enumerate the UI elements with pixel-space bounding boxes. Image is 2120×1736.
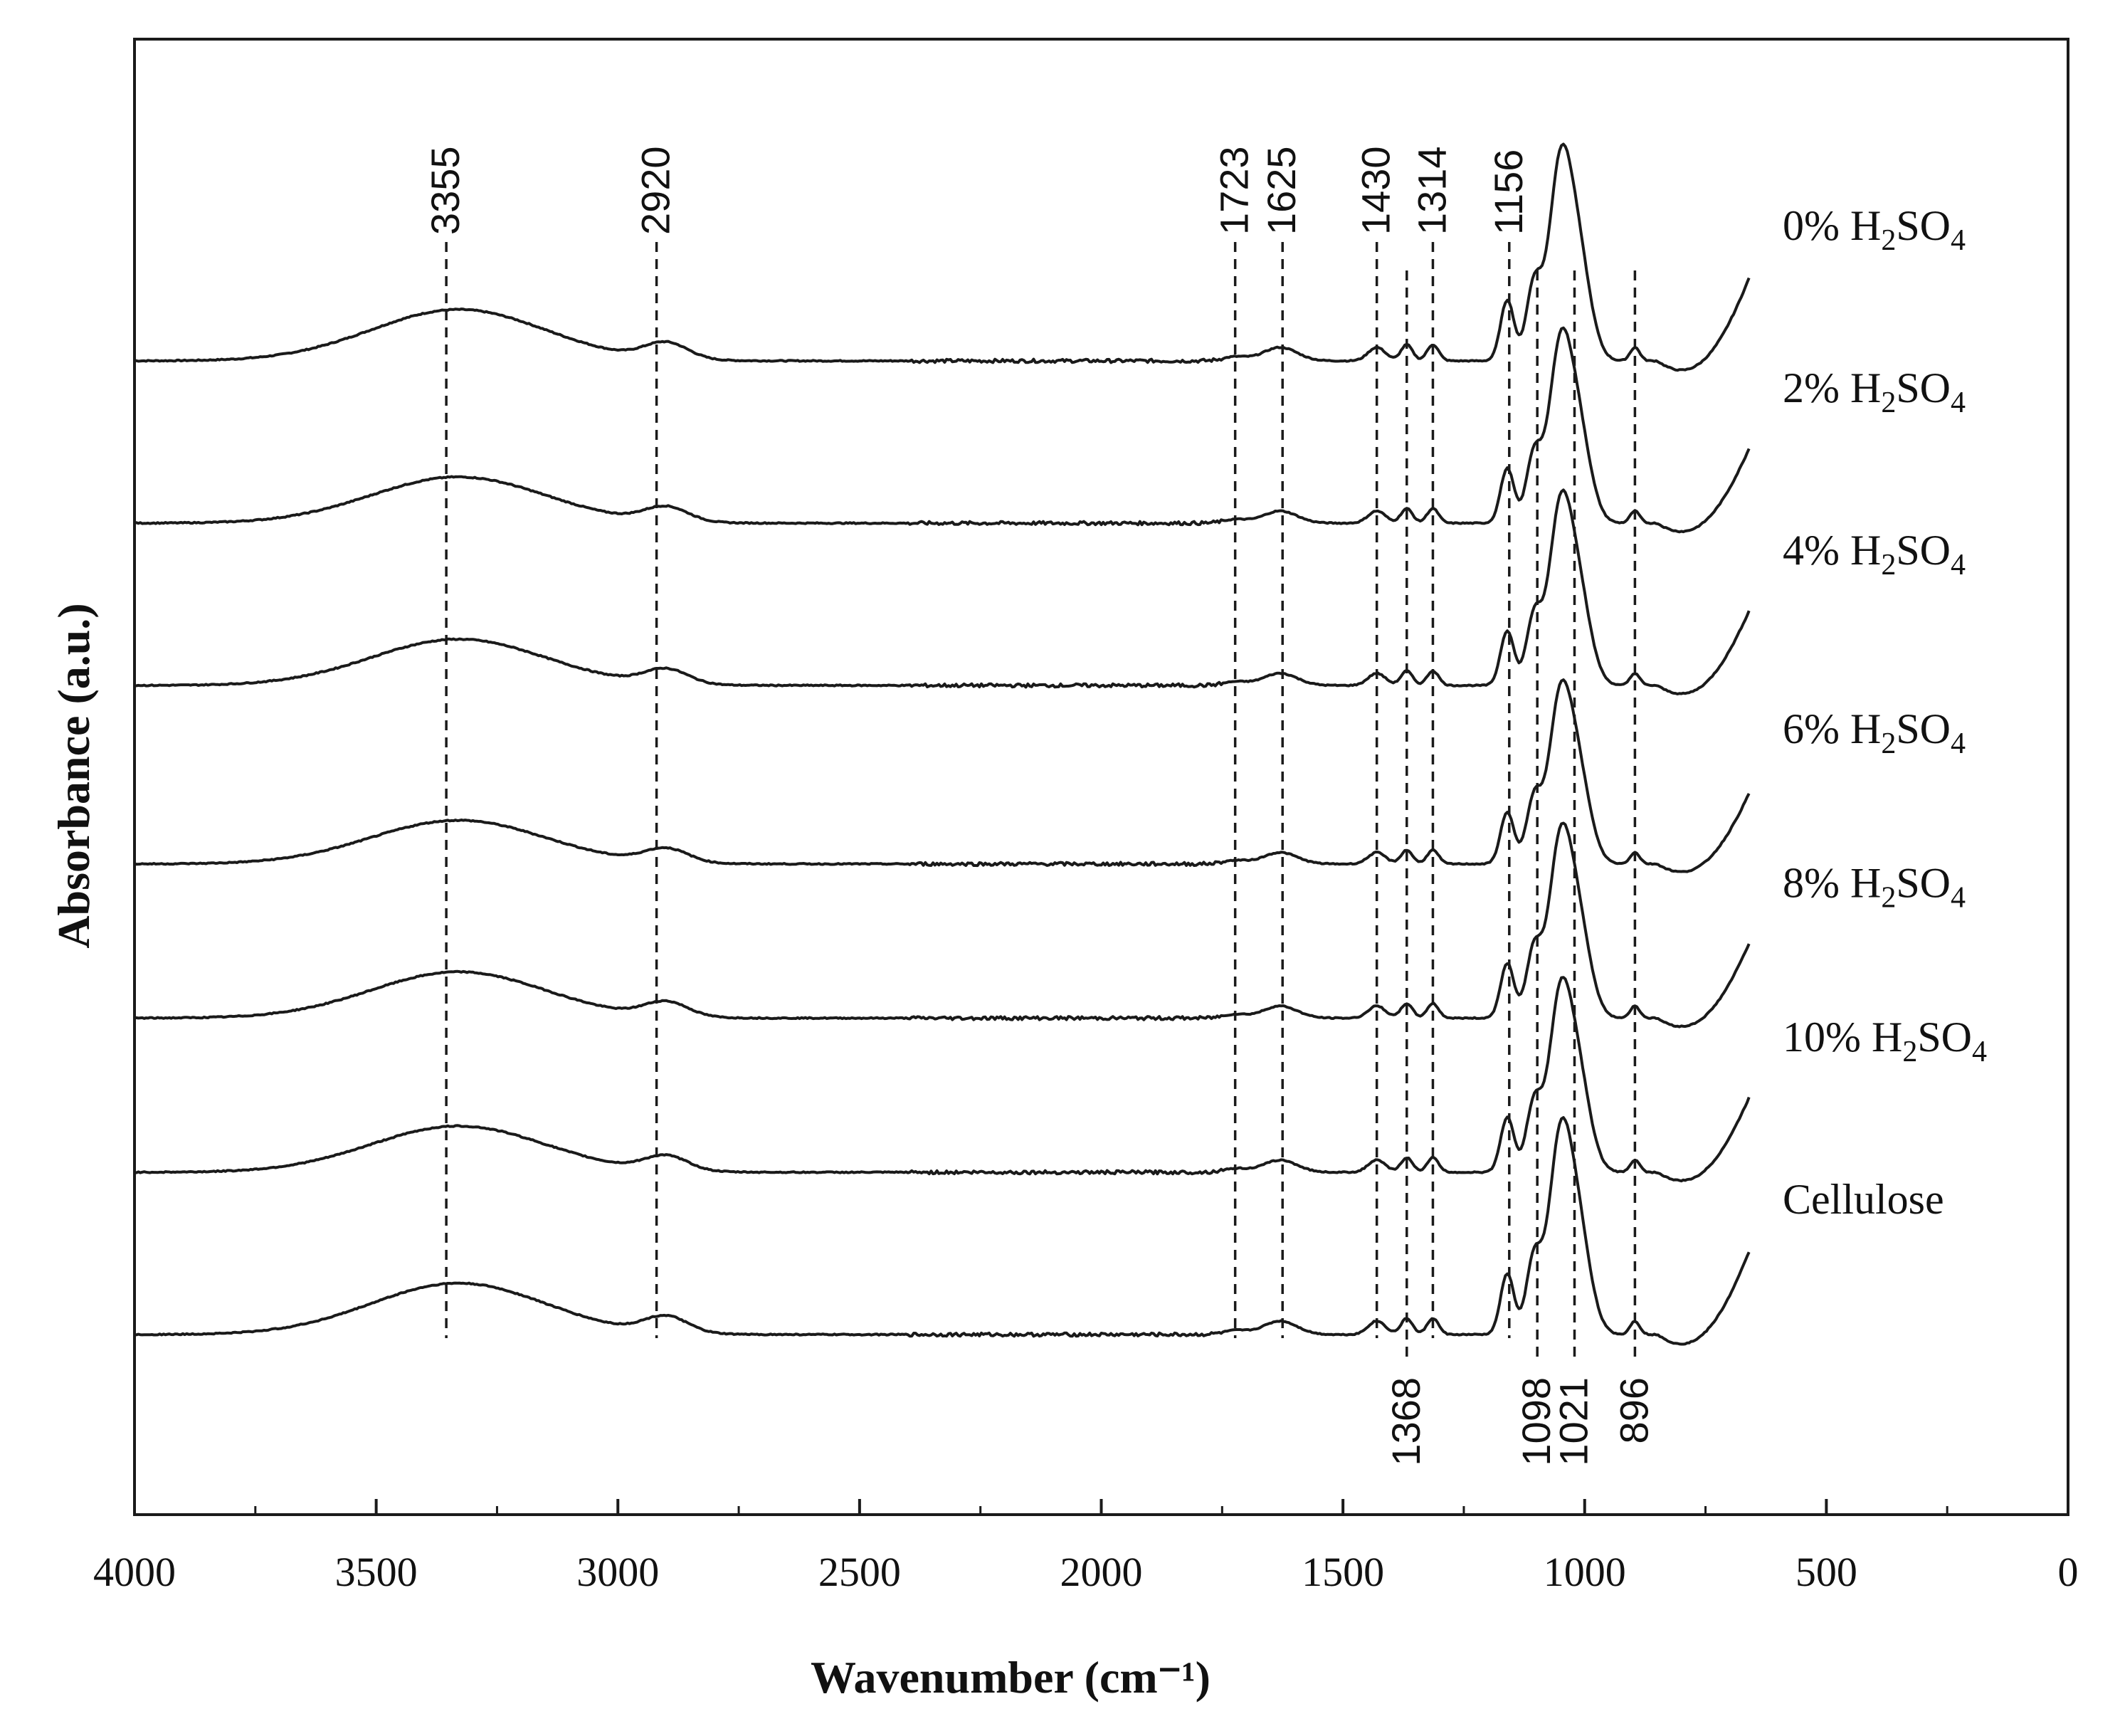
series-label-part: 4% H [1783, 527, 1881, 574]
peak-label-bottom: 1021 [1551, 1377, 1596, 1466]
x-tick-label: 500 [1795, 1549, 1857, 1595]
x-tick-label: 2500 [818, 1549, 901, 1595]
series-label-part: 2 [1881, 881, 1896, 914]
peak-label-top: 1430 [1354, 146, 1398, 235]
peak-label-top: 1723 [1212, 146, 1257, 235]
series-label-part: 2 [1881, 386, 1896, 419]
series-line [134, 976, 1751, 1183]
series-line [134, 326, 1751, 534]
x-tick-label: 3500 [335, 1549, 418, 1595]
x-tick-label: 4000 [93, 1549, 176, 1595]
series-label-part: 4 [1972, 1036, 1987, 1068]
peak-label-top: 2920 [633, 146, 678, 235]
series-label: 8% H2SO4 [1783, 859, 1966, 914]
series-line [134, 678, 1751, 873]
x-tick-label: 1000 [1544, 1549, 1626, 1595]
series-label-part: Cellulose [1783, 1176, 1944, 1223]
x-tick-label: 0 [2058, 1549, 2079, 1595]
series-label-part: SO [1896, 705, 1951, 752]
series-label-part: 2% H [1783, 364, 1881, 411]
series-line [134, 1116, 1751, 1346]
series-label-part: 0% H [1783, 202, 1881, 249]
series-label-part: 6% H [1783, 705, 1881, 752]
series-line [134, 488, 1751, 695]
series-label-part: SO [1896, 859, 1951, 906]
peak-labels: 3355 2920 1723 1625 1430 1314 1156 1368 10981021… [423, 146, 1656, 1466]
series-label-part: 4 [1951, 224, 1966, 257]
series-label-part: 10% H [1783, 1014, 1902, 1061]
series-label: 10% H2SO4 [1783, 1014, 1987, 1068]
series-label-part: 4 [1951, 549, 1966, 582]
x-axis-title: Wavenumber (cm⁻¹) [811, 1652, 1211, 1703]
peak-label-top: 1156 [1486, 149, 1531, 235]
series-line [134, 821, 1751, 1029]
series-label-part: SO [1896, 202, 1951, 249]
series-label: 2% H2SO4 [1783, 364, 1966, 419]
series-label: Cellulose [1783, 1176, 1944, 1223]
series-label-part: SO [1896, 527, 1951, 574]
x-tick-label: 3000 [576, 1549, 659, 1595]
peak-guide-lines [445, 242, 1637, 1363]
series-label-part: 2 [1881, 224, 1896, 257]
plot-area [133, 38, 2069, 1516]
series-label-part: 4 [1951, 881, 1966, 914]
series-label: 6% H2SO4 [1783, 705, 1966, 760]
series-label: 4% H2SO4 [1783, 527, 1966, 582]
peak-label-bottom: 1368 [1383, 1377, 1428, 1466]
y-axis-title: Absorbance (a.u.) [48, 603, 99, 948]
series-label-part: 4 [1951, 386, 1966, 419]
series-label-part: 2 [1881, 727, 1896, 760]
series-label-part: 2 [1902, 1036, 1917, 1068]
series-label-part: 8% H [1783, 859, 1881, 906]
x-tick-label: 2000 [1060, 1549, 1143, 1595]
series-label-part: 4 [1951, 727, 1966, 760]
peak-label-top: 1314 [1409, 146, 1454, 235]
peak-label-top: 3355 [423, 146, 468, 235]
series-label-part: SO [1917, 1014, 1972, 1061]
series-label-part: SO [1896, 364, 1951, 411]
peak-label-top: 1625 [1259, 146, 1304, 235]
series-label-part: 2 [1881, 549, 1896, 582]
peak-label-bottom: 1098 [1514, 1377, 1559, 1466]
spectrum-traces [134, 142, 1751, 1346]
peak-label-bottom: 896 [1611, 1377, 1656, 1443]
series-line [134, 142, 1751, 372]
series-label: 0% H2SO4 [1783, 202, 1966, 257]
x-axis: 4000 3500 3000 2500 2000 1500 1000 500 0 [93, 1499, 2079, 1595]
x-tick-label: 1500 [1302, 1549, 1384, 1595]
